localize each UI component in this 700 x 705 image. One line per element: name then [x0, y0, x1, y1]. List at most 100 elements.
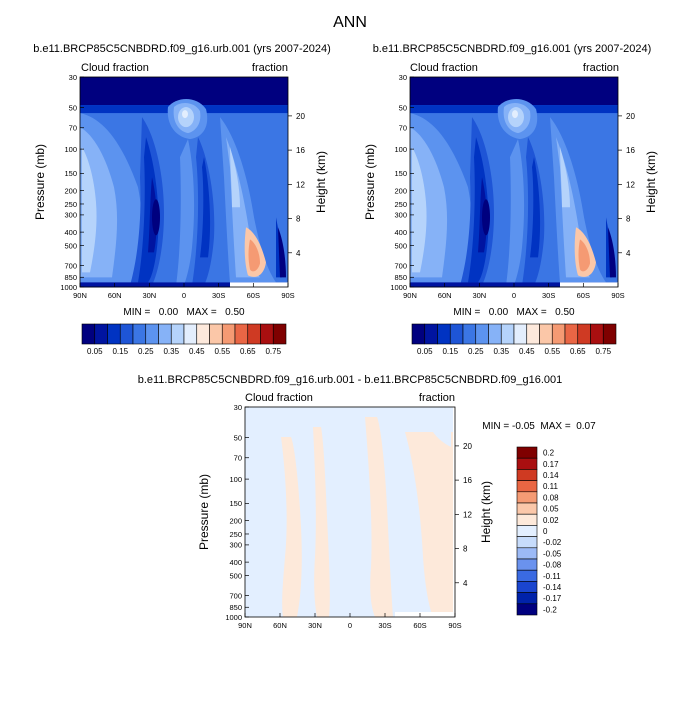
colorbar-label: 0.35	[163, 347, 179, 356]
y-tick-label: 70	[234, 454, 242, 463]
panel-1-left-label: Cloud fraction	[81, 62, 149, 74]
y2-tick-label: 4	[626, 249, 631, 258]
panel-2-title: b.e11.BRCP85C5CNBDRD.f09_g16.001 (yrs 20…	[373, 43, 652, 55]
colorbar-box	[170, 323, 185, 345]
y-tick-label: 100	[64, 145, 77, 154]
colorbar-box	[526, 323, 540, 345]
y-tick-label: 50	[234, 433, 242, 442]
colorbar-box	[516, 558, 538, 571]
colorbar-box	[107, 323, 121, 345]
y2-tick-label: 8	[296, 215, 301, 224]
y-tick-label: 100	[394, 145, 407, 154]
colorbar-label: 0.14	[543, 471, 559, 480]
y-tick-label: 250	[64, 200, 77, 209]
colorbar-box	[196, 323, 210, 345]
y-tick-label: 30	[399, 73, 407, 82]
colorbar-box	[516, 547, 538, 560]
y-tick-label: 70	[69, 124, 77, 133]
colorbar-box	[602, 323, 617, 345]
y-tick-label: 30	[234, 403, 242, 412]
y-tick-label: 400	[64, 228, 77, 237]
colorbar-box	[516, 502, 538, 515]
y-tick-label: 300	[64, 211, 77, 220]
colorbar-box	[272, 323, 287, 345]
colorbar-label: 0.2	[543, 449, 555, 458]
panel-2-right-label: fraction	[583, 62, 619, 74]
colorbar-label: 0.05	[87, 347, 103, 356]
panel-3-y2-ticks: 20 16 12 8 4	[455, 442, 472, 588]
panel-1-field	[80, 77, 288, 288]
colorbar-label: -0.11	[543, 572, 561, 581]
panel-2-y2label: Height (km)	[644, 151, 658, 213]
colorbar-label: 0.08	[543, 493, 559, 502]
x-tick-label: 0	[512, 291, 516, 300]
y-tick-label: 50	[399, 103, 407, 112]
y-tick-label: 400	[229, 558, 242, 567]
colorbar-box	[516, 469, 538, 481]
y2-tick-label: 20	[463, 442, 472, 451]
colorbar-label: 0.75	[265, 347, 281, 356]
colorbar-box	[516, 491, 538, 504]
x-tick-label: 30N	[308, 621, 322, 630]
y-tick-label: 300	[229, 541, 242, 550]
colorbar-box	[221, 323, 236, 345]
panel-3-ylabel: Pressure (mb)	[197, 474, 211, 550]
colorbar-label: 0.35	[493, 347, 509, 356]
x-tick-label: 60N	[108, 291, 122, 300]
colorbar-box	[516, 581, 538, 593]
panel-1-y2-ticks: 20 16 12 8 4	[288, 112, 305, 258]
colorbar-box	[94, 323, 108, 345]
x-tick-label: 90N	[403, 291, 417, 300]
x-tick-label: 60S	[247, 291, 260, 300]
colorbar-label: 0.55	[544, 347, 560, 356]
panel-1-y2label: Height (km)	[314, 151, 328, 213]
colorbar-box	[539, 323, 553, 345]
panel-1-title: b.e11.BRCP85C5CNBDRD.f09_g16.urb.001 (yr…	[33, 43, 331, 55]
colorbar-box	[158, 323, 172, 345]
colorbar-box	[260, 323, 274, 345]
x-tick-label: 90S	[281, 291, 294, 300]
colorbar-box	[516, 457, 538, 470]
y-tick-label: 70	[399, 124, 407, 133]
y-tick-label: 250	[229, 530, 242, 539]
x-tick-label: 0	[182, 291, 186, 300]
x-tick-label: 60S	[577, 291, 590, 300]
colorbar-label: 0.17	[543, 460, 559, 469]
y-tick-label: 50	[69, 103, 77, 112]
colorbar-label: -0.08	[543, 561, 562, 570]
panel-1-min-max: MIN = 0.00 MAX = 0.50	[123, 307, 245, 318]
colorbar-box	[516, 446, 538, 459]
colorbar-label: 0.05	[417, 347, 433, 356]
colorbar-box	[516, 603, 538, 616]
x-tick-label: 30S	[212, 291, 225, 300]
colorbar-label: -0.05	[543, 549, 562, 558]
colorbar-label: 0.15	[112, 347, 128, 356]
colorbar-box	[449, 323, 464, 345]
colorbar-label: 0.55	[214, 347, 230, 356]
y-tick-label: 850	[394, 273, 407, 282]
colorbar-box	[516, 536, 538, 549]
panel-3-title: b.e11.BRCP85C5CNBDRD.f09_g16.urb.001 - b…	[138, 374, 563, 386]
panel-2-ylabel: Pressure (mb)	[363, 144, 377, 220]
x-tick-label: 30S	[542, 291, 555, 300]
y-tick-label: 500	[394, 241, 407, 250]
panel-3-y2label: Height (km)	[479, 481, 493, 543]
colorbar-box	[209, 323, 223, 345]
page-title: ANN	[333, 14, 367, 31]
panel-1: b.e11.BRCP85C5CNBDRD.f09_g16.urb.001 (yr…	[33, 43, 331, 356]
colorbar-box	[247, 323, 261, 345]
y2-tick-label: 16	[463, 476, 472, 485]
colorbar-label: 0.65	[570, 347, 586, 356]
colorbar-box	[516, 480, 538, 493]
colorbar-label: 0.05	[543, 505, 559, 514]
panel-2: b.e11.BRCP85C5CNBDRD.f09_g16.001 (yrs 20…	[363, 43, 658, 356]
y-tick-label: 500	[229, 571, 242, 580]
y-tick-label: 850	[64, 273, 77, 282]
y2-tick-label: 16	[626, 146, 635, 155]
panel-3-right-label: fraction	[419, 392, 455, 404]
panel-2-field	[410, 77, 618, 288]
